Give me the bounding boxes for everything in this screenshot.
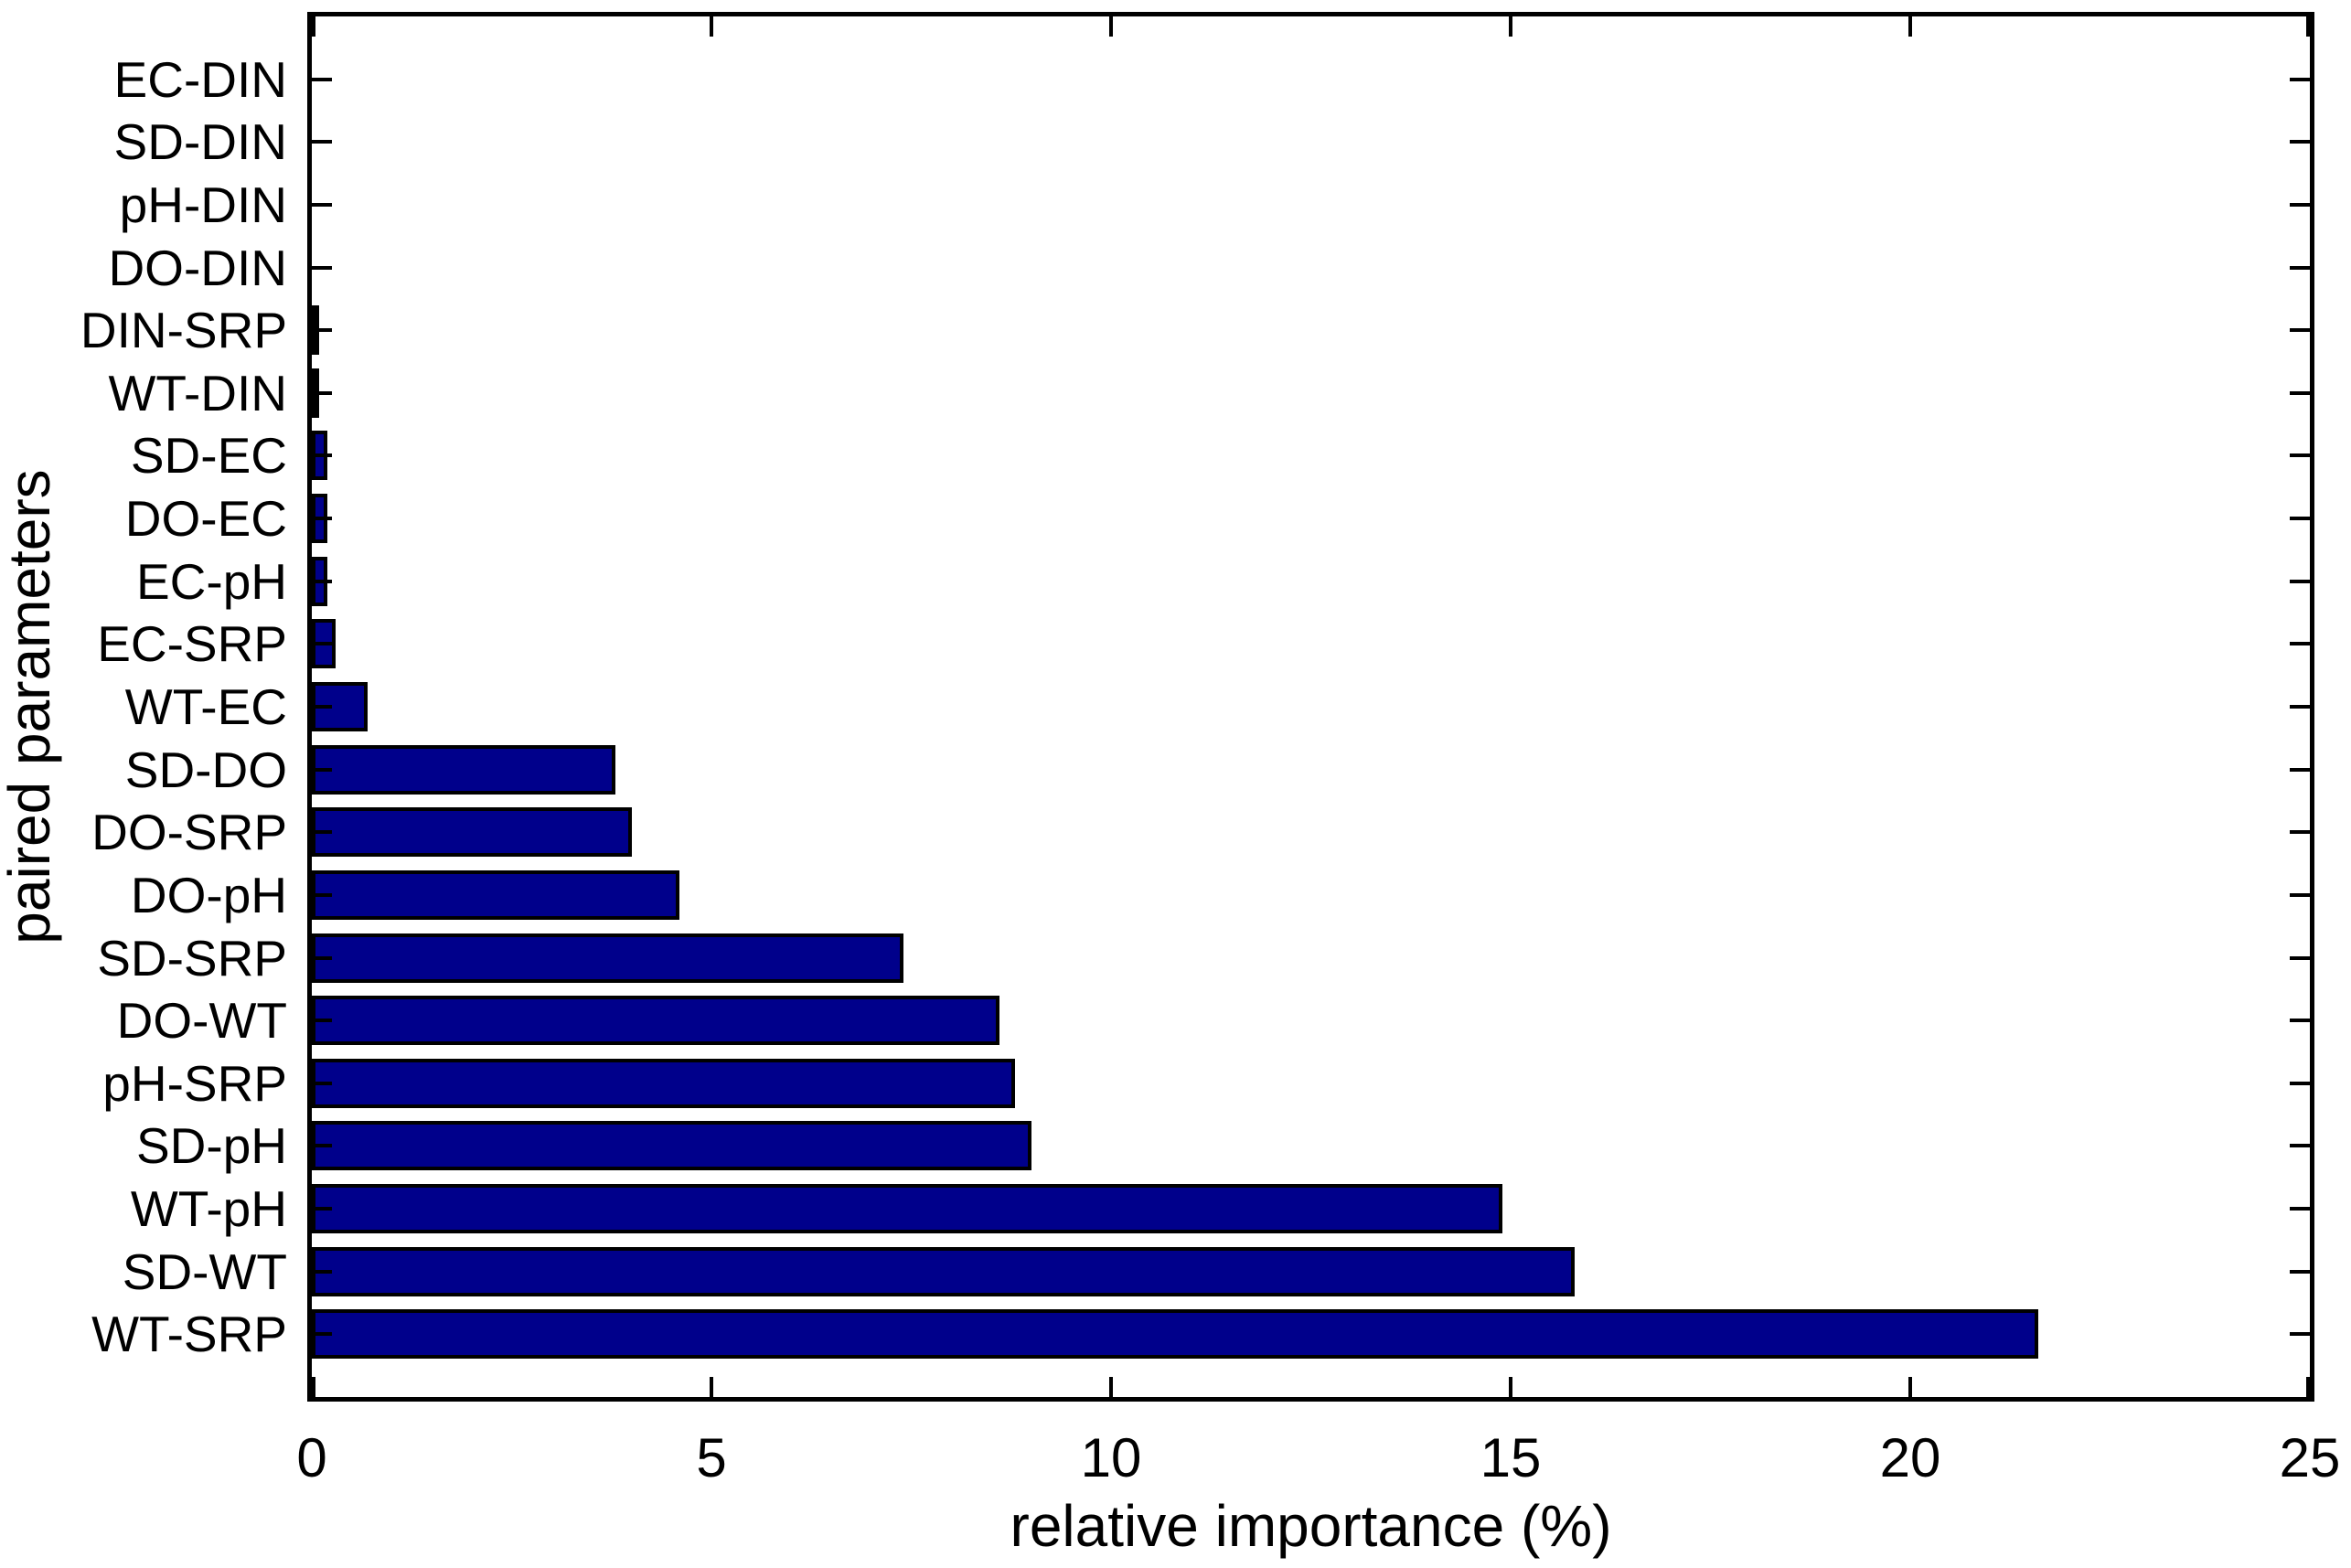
bar-DO-pH	[312, 869, 680, 920]
y-tick-right-SD-WT	[2290, 1269, 2310, 1274]
y-tick-right-EC-pH	[2290, 579, 2310, 583]
category-label-EC-pH: EC-pH	[135, 552, 287, 610]
x-tick-label-5: 5	[696, 1427, 727, 1488]
x-axis-title: relative importance (%)	[1010, 1493, 1612, 1559]
y-tick-right-DO-WT	[2290, 1019, 2310, 1023]
category-label-SD-DO: SD-DO	[124, 741, 287, 798]
category-label-EC-DIN: EC-DIN	[113, 50, 287, 108]
bar-pH-SRP	[312, 1058, 1016, 1108]
y-tick-left-DIN-SRP	[312, 328, 332, 333]
y-tick-right-SD-SRP	[2290, 955, 2310, 960]
bar-DO-WT	[312, 996, 999, 1046]
bar-DO-SRP	[312, 807, 632, 858]
y-tick-right-DO-pH	[2290, 892, 2310, 897]
category-label-DIN-SRP: DIN-SRP	[80, 302, 287, 359]
bar-SD-DO	[312, 744, 616, 795]
category-label-DO-SRP: DO-SRP	[91, 804, 287, 861]
x-tick-top-15	[1509, 16, 1512, 37]
x-tick-bottom-0	[312, 1377, 315, 1397]
y-tick-left-DO-SRP	[312, 830, 332, 835]
y-tick-left-WT-EC	[312, 705, 332, 709]
y-tick-right-SD-DO	[2290, 767, 2310, 772]
y-axis-title: paired parameters	[0, 469, 62, 944]
y-tick-right-EC-SRP	[2290, 642, 2310, 646]
y-tick-right-WT-EC	[2290, 705, 2310, 709]
bar-SD-WT	[312, 1246, 1575, 1296]
y-tick-left-SD-DIN	[312, 140, 332, 144]
y-tick-right-SD-pH	[2290, 1144, 2310, 1148]
y-tick-left-DO-EC	[312, 517, 332, 521]
bar-SD-pH	[312, 1121, 1031, 1171]
x-tick-label-20: 20	[1879, 1427, 1941, 1488]
category-label-DO-pH: DO-pH	[130, 866, 287, 923]
y-tick-right-SD-EC	[2290, 453, 2310, 458]
bar-SD-SRP	[312, 933, 903, 983]
y-tick-left-DO-DIN	[312, 265, 332, 270]
y-tick-left-WT-pH	[312, 1207, 332, 1211]
y-tick-right-SD-DIN	[2290, 140, 2310, 144]
y-tick-right-DO-EC	[2290, 517, 2310, 521]
y-tick-right-pH-SRP	[2290, 1081, 2310, 1085]
category-label-WT-DIN: WT-DIN	[108, 364, 287, 421]
y-tick-right-pH-DIN	[2290, 202, 2310, 207]
y-tick-left-SD-SRP	[312, 955, 332, 960]
category-label-EC-SRP: EC-SRP	[97, 615, 287, 673]
y-tick-left-WT-SRP	[312, 1332, 332, 1337]
category-label-DO-DIN: DO-DIN	[108, 239, 287, 296]
x-tick-bottom-15	[1509, 1377, 1512, 1397]
category-label-WT-EC: WT-EC	[124, 678, 287, 735]
x-tick-label-15: 15	[1480, 1427, 1542, 1488]
x-tick-label-10: 10	[1080, 1427, 1142, 1488]
category-label-SD-WT: SD-WT	[122, 1243, 287, 1300]
y-tick-left-SD-WT	[312, 1269, 332, 1274]
y-tick-left-SD-pH	[312, 1144, 332, 1148]
y-tick-left-WT-DIN	[312, 390, 332, 395]
x-tick-top-25	[2306, 16, 2310, 37]
x-tick-bottom-20	[1908, 1377, 1912, 1397]
y-tick-right-DIN-SRP	[2290, 328, 2310, 333]
y-tick-right-WT-pH	[2290, 1207, 2310, 1211]
y-tick-right-DO-SRP	[2290, 830, 2310, 835]
category-label-WT-SRP: WT-SRP	[91, 1306, 287, 1363]
category-label-DO-EC: DO-EC	[124, 490, 287, 548]
y-tick-left-SD-DO	[312, 767, 332, 772]
y-tick-left-pH-SRP	[312, 1081, 332, 1085]
y-tick-right-EC-DIN	[2290, 77, 2310, 81]
y-tick-left-EC-DIN	[312, 77, 332, 81]
category-label-SD-EC: SD-EC	[130, 427, 287, 485]
x-tick-top-10	[1109, 16, 1113, 37]
category-label-WT-pH: WT-pH	[130, 1180, 287, 1238]
plot-area	[307, 12, 2314, 1402]
y-tick-left-EC-pH	[312, 579, 332, 583]
y-tick-left-DO-WT	[312, 1019, 332, 1023]
y-tick-right-WT-SRP	[2290, 1332, 2310, 1337]
x-tick-bottom-25	[2306, 1377, 2310, 1397]
x-tick-bottom-10	[1109, 1377, 1113, 1397]
y-tick-left-pH-DIN	[312, 202, 332, 207]
category-label-pH-DIN: pH-DIN	[119, 176, 287, 233]
y-tick-right-DO-DIN	[2290, 265, 2310, 270]
category-label-DO-WT: DO-WT	[116, 992, 287, 1050]
x-tick-top-5	[710, 16, 713, 37]
x-tick-top-0	[312, 16, 315, 37]
x-tick-top-20	[1908, 16, 1912, 37]
bar-WT-EC	[312, 682, 369, 731]
category-label-SD-DIN: SD-DIN	[113, 113, 287, 171]
y-tick-right-WT-DIN	[2290, 390, 2310, 395]
y-tick-left-EC-SRP	[312, 642, 332, 646]
bar-WT-SRP	[312, 1309, 2038, 1360]
bar-WT-pH	[312, 1184, 1503, 1234]
x-tick-label-25: 25	[2279, 1427, 2341, 1488]
x-tick-bottom-5	[710, 1377, 713, 1397]
category-label-SD-SRP: SD-SRP	[97, 929, 287, 987]
y-tick-left-DO-pH	[312, 892, 332, 897]
x-tick-label-0: 0	[296, 1427, 327, 1488]
y-tick-left-SD-EC	[312, 453, 332, 458]
category-label-pH-SRP: pH-SRP	[102, 1054, 287, 1112]
category-label-SD-pH: SD-pH	[135, 1117, 287, 1175]
